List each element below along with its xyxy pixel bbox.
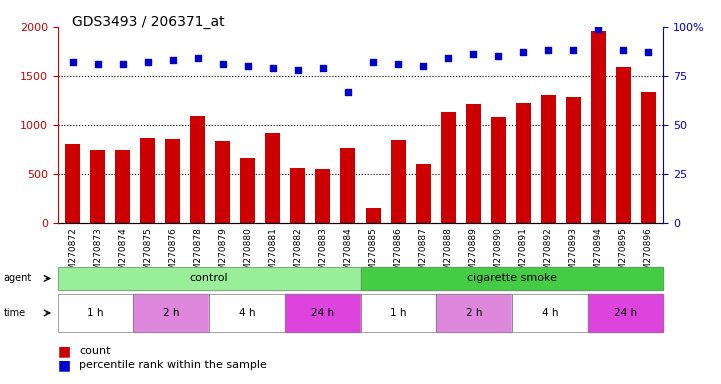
Text: 1 h: 1 h <box>390 308 407 318</box>
Bar <box>340 148 355 223</box>
Point <box>367 59 379 65</box>
Point <box>442 55 454 61</box>
Text: 1 h: 1 h <box>87 308 104 318</box>
Text: GDS3493 / 206371_at: GDS3493 / 206371_at <box>72 15 225 29</box>
Point <box>192 55 203 61</box>
Point <box>142 59 154 65</box>
Text: 2 h: 2 h <box>466 308 482 318</box>
Text: agent: agent <box>4 273 32 283</box>
Bar <box>415 164 430 223</box>
Bar <box>516 103 531 223</box>
Point <box>167 57 179 63</box>
Point <box>593 26 604 32</box>
Bar <box>366 208 381 223</box>
Bar <box>265 132 280 223</box>
Bar <box>541 95 556 223</box>
Point <box>617 47 629 53</box>
Point <box>242 63 254 69</box>
Point <box>117 61 128 67</box>
Text: ■: ■ <box>58 344 71 358</box>
Point <box>417 63 429 69</box>
Text: ■: ■ <box>58 358 71 372</box>
Bar <box>65 144 80 223</box>
Point <box>392 61 404 67</box>
Bar <box>391 141 405 223</box>
Point <box>567 47 579 53</box>
Text: control: control <box>190 273 229 283</box>
Bar <box>466 104 481 223</box>
Point <box>542 47 554 53</box>
Point <box>317 65 329 71</box>
Bar <box>165 139 180 223</box>
Point <box>67 59 79 65</box>
Bar <box>590 31 606 223</box>
Text: count: count <box>79 346 111 356</box>
Point <box>518 49 529 55</box>
Bar <box>316 169 330 223</box>
Bar <box>616 67 631 223</box>
Bar <box>490 117 505 223</box>
Bar <box>216 141 231 223</box>
Point <box>267 65 279 71</box>
Bar <box>141 137 155 223</box>
Point <box>342 88 354 94</box>
Text: 24 h: 24 h <box>614 308 637 318</box>
Bar <box>566 98 580 223</box>
Text: percentile rank within the sample: percentile rank within the sample <box>79 360 267 370</box>
Point <box>92 61 104 67</box>
Bar <box>441 112 456 223</box>
Bar <box>240 158 255 223</box>
Text: 2 h: 2 h <box>163 308 180 318</box>
Bar <box>291 168 306 223</box>
Point <box>467 51 479 57</box>
Bar <box>190 116 205 223</box>
Text: 4 h: 4 h <box>541 308 558 318</box>
Bar <box>115 150 131 223</box>
Text: cigarette smoke: cigarette smoke <box>467 273 557 283</box>
Text: 4 h: 4 h <box>239 308 255 318</box>
Text: time: time <box>4 308 26 318</box>
Point <box>492 53 504 59</box>
Bar <box>90 150 105 223</box>
Point <box>292 67 304 73</box>
Bar <box>641 93 656 223</box>
Point <box>217 61 229 67</box>
Text: 24 h: 24 h <box>311 308 335 318</box>
Point <box>642 49 654 55</box>
